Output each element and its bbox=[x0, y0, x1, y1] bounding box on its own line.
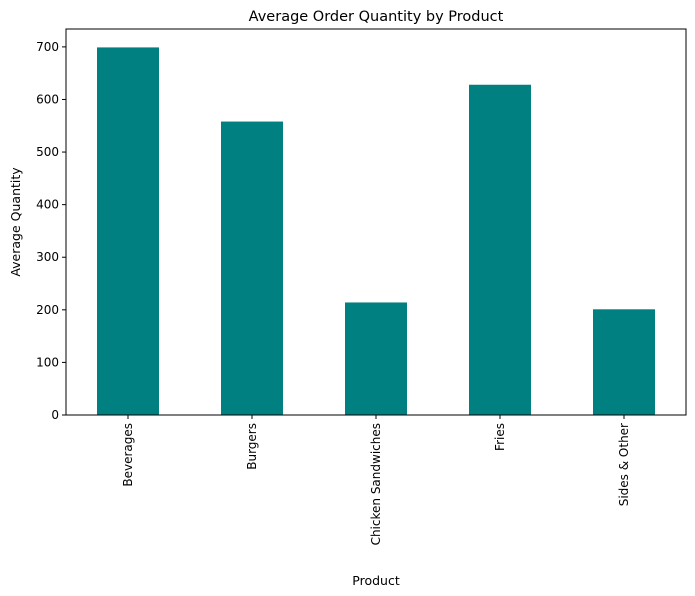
y-axis: 0 100 200 300 400 500 600 700 bbox=[36, 40, 66, 422]
y-tick-label: 100 bbox=[36, 355, 59, 369]
bar-fries bbox=[469, 84, 531, 415]
plot-frame bbox=[65, 28, 687, 416]
y-tick-label: 600 bbox=[36, 92, 59, 106]
y-axis-label: Average Quantity bbox=[8, 167, 23, 277]
y-tick-label: 300 bbox=[36, 250, 59, 264]
bars-group bbox=[97, 47, 655, 416]
x-axis-label: Product bbox=[352, 573, 400, 588]
y-tick-label: 0 bbox=[51, 408, 59, 422]
bar-sides-and-other bbox=[593, 309, 655, 415]
y-tick-label: 700 bbox=[36, 40, 59, 54]
y-tick-label: 500 bbox=[36, 145, 59, 159]
x-axis: Beverages Burgers Chicken Sandwiches Fries S… bbox=[121, 415, 631, 545]
bar-chicken-sandwiches bbox=[345, 302, 407, 415]
x-tick-label: Beverages bbox=[121, 423, 135, 487]
y-tick-label: 400 bbox=[36, 198, 59, 212]
x-tick-label: Burgers bbox=[245, 423, 259, 470]
bar-beverages bbox=[97, 47, 159, 415]
x-tick-label: Sides & Other bbox=[617, 423, 631, 506]
y-tick-label: 200 bbox=[36, 303, 59, 317]
x-tick-label: Chicken Sandwiches bbox=[369, 423, 383, 545]
chart-title: Average Order Quantity by Product bbox=[249, 9, 504, 25]
x-tick-label: Fries bbox=[493, 423, 507, 451]
bar-burgers bbox=[221, 121, 283, 416]
